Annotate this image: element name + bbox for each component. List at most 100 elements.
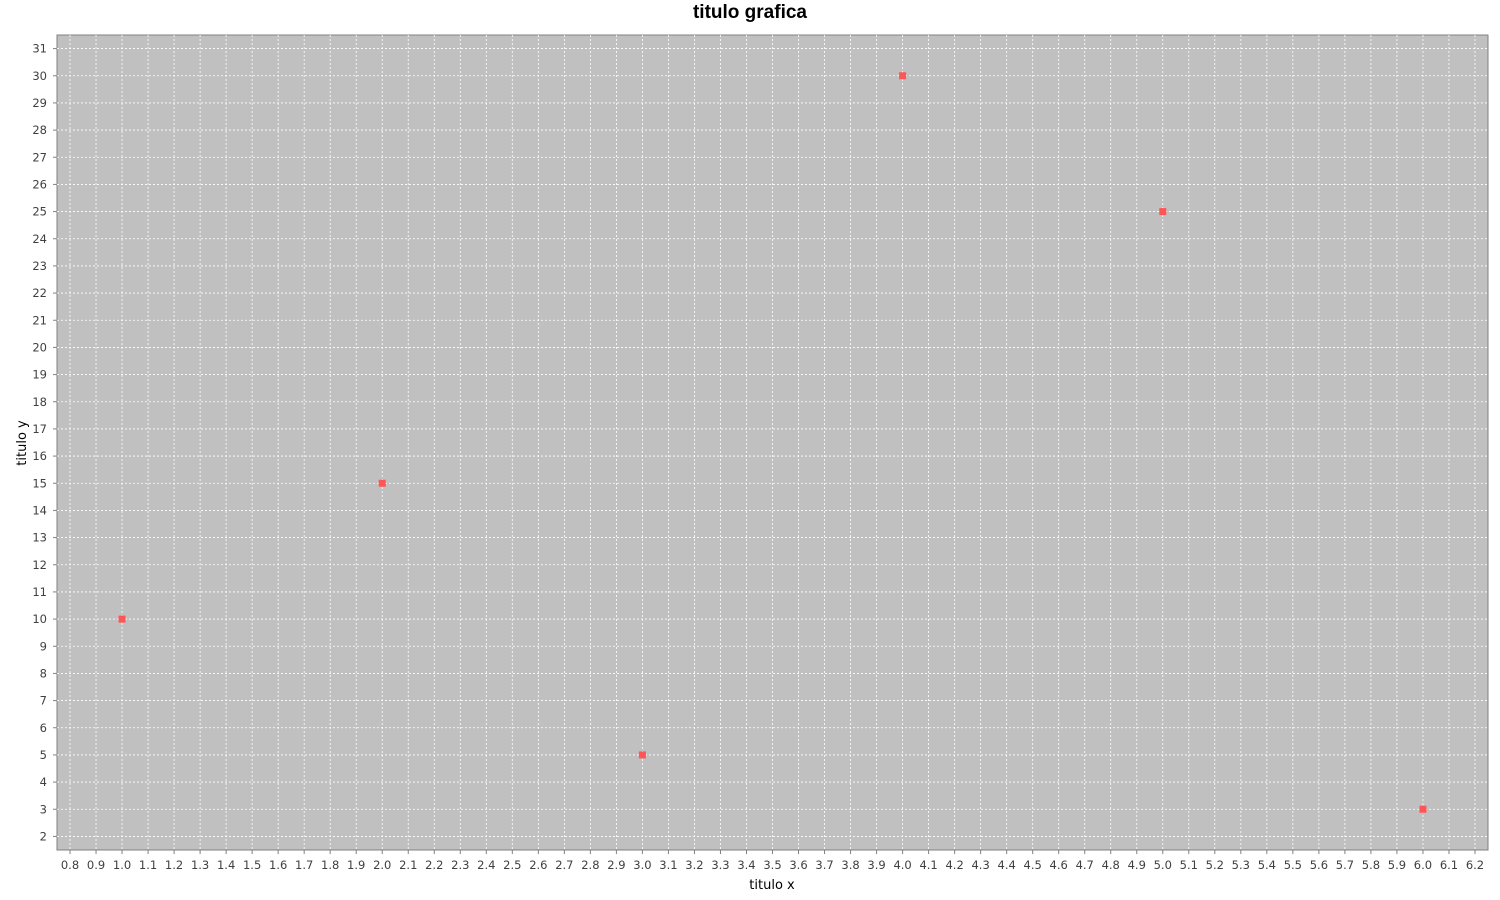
- x-tick-label: 4.6: [1050, 858, 1068, 872]
- x-tick-label: 3.8: [841, 858, 859, 872]
- x-tick-label: 4.9: [1128, 858, 1146, 872]
- x-tick-label: 3.4: [737, 858, 755, 872]
- data-point: [378, 479, 386, 487]
- y-axis-ticks: 2345678910111213141516171819202122232425…: [32, 42, 57, 843]
- y-tick-label: 22: [32, 286, 47, 300]
- y-tick-label: 27: [32, 150, 47, 164]
- x-tick-label: 5.2: [1206, 858, 1224, 872]
- y-tick-label: 28: [32, 123, 47, 137]
- x-tick-label: 1.1: [139, 858, 157, 872]
- data-point: [1159, 208, 1167, 216]
- y-tick-label: 18: [32, 395, 47, 409]
- y-tick-label: 20: [32, 340, 47, 354]
- y-tick-label: 8: [40, 666, 47, 680]
- x-tick-label: 5.7: [1336, 858, 1354, 872]
- y-tick-label: 19: [32, 368, 47, 382]
- y-tick-label: 6: [40, 721, 47, 735]
- x-tick-label: 6.0: [1414, 858, 1432, 872]
- x-tick-label: 4.4: [998, 858, 1016, 872]
- x-tick-label: 2.3: [451, 858, 469, 872]
- x-tick-label: 1.6: [269, 858, 287, 872]
- x-tick-label: 2.5: [503, 858, 521, 872]
- y-tick-label: 10: [32, 612, 47, 626]
- x-tick-label: 3.1: [659, 858, 677, 872]
- y-tick-label: 12: [32, 558, 47, 572]
- y-tick-label: 26: [32, 177, 47, 191]
- x-tick-label: 1.0: [113, 858, 131, 872]
- x-tick-label: 2.4: [477, 858, 495, 872]
- y-tick-label: 25: [32, 205, 47, 219]
- x-tick-label: 3.0: [633, 858, 651, 872]
- x-tick-label: 2.0: [373, 858, 391, 872]
- x-tick-label: 2.1: [399, 858, 417, 872]
- x-tick-label: 5.5: [1284, 858, 1302, 872]
- x-tick-label: 5.9: [1388, 858, 1406, 872]
- data-points: [118, 72, 1427, 813]
- y-tick-label: 2: [40, 829, 47, 843]
- x-tick-label: 4.7: [1076, 858, 1094, 872]
- y-tick-label: 31: [32, 42, 47, 56]
- y-tick-label: 9: [40, 639, 47, 653]
- x-tick-label: 5.6: [1310, 858, 1328, 872]
- x-tick-label: 5.3: [1232, 858, 1250, 872]
- y-tick-label: 30: [32, 69, 47, 83]
- y-tick-label: 23: [32, 259, 47, 273]
- plot-area: [56, 34, 1489, 851]
- x-tick-label: 2.6: [529, 858, 547, 872]
- x-tick-label: 3.9: [867, 858, 885, 872]
- y-tick-label: 4: [40, 775, 47, 789]
- x-tick-label: 3.2: [685, 858, 703, 872]
- x-tick-label: 4.3: [971, 858, 989, 872]
- data-point: [1419, 805, 1427, 813]
- x-tick-label: 0.9: [87, 858, 105, 872]
- x-axis-title: titulo x: [749, 878, 795, 893]
- y-tick-label: 21: [32, 313, 47, 327]
- x-tick-label: 1.9: [347, 858, 365, 872]
- data-point: [638, 751, 646, 759]
- y-tick-label: 29: [32, 96, 47, 110]
- x-tick-label: 4.5: [1024, 858, 1042, 872]
- x-tick-label: 4.2: [945, 858, 963, 872]
- x-tick-label: 3.5: [763, 858, 781, 872]
- x-tick-label: 6.1: [1440, 858, 1458, 872]
- x-tick-label: 1.2: [165, 858, 183, 872]
- x-tick-label: 4.0: [893, 858, 911, 872]
- y-tick-label: 3: [40, 802, 47, 816]
- x-tick-label: 4.8: [1102, 858, 1120, 872]
- x-tick-label: 3.6: [789, 858, 807, 872]
- x-tick-label: 1.4: [217, 858, 235, 872]
- x-tick-label: 1.3: [191, 858, 209, 872]
- x-tick-label: 3.3: [711, 858, 729, 872]
- x-tick-label: 6.2: [1466, 858, 1484, 872]
- grid: [57, 35, 1488, 850]
- y-axis-title: titulo y: [15, 420, 30, 466]
- y-tick-label: 14: [32, 503, 47, 517]
- y-tick-label: 17: [32, 422, 47, 436]
- x-tick-label: 2.7: [555, 858, 573, 872]
- y-tick-label: 15: [32, 476, 47, 490]
- x-tick-label: 3.7: [815, 858, 833, 872]
- x-axis-ticks: 0.8 0.9 1.0 1.1 1.2 1.3 1.4 1.5 1.6 1.7 1.8 1.9 2.0 2…: [61, 850, 1484, 872]
- chart-title: titulo grafica: [692, 2, 807, 23]
- data-point: [118, 615, 126, 623]
- x-tick-label: 0.8: [61, 858, 79, 872]
- x-tick-label: 2.8: [581, 858, 599, 872]
- x-tick-label: 5.0: [1154, 858, 1172, 872]
- x-tick-label: 5.4: [1258, 858, 1276, 872]
- x-tick-label: 1.7: [295, 858, 313, 872]
- x-tick-label: 1.5: [243, 858, 261, 872]
- y-tick-label: 5: [40, 748, 47, 762]
- x-tick-label: 4.1: [919, 858, 937, 872]
- x-tick-label: 5.1: [1180, 858, 1198, 872]
- x-tick-label: 1.8: [321, 858, 339, 872]
- y-tick-label: 13: [32, 531, 47, 545]
- y-tick-label: 11: [32, 585, 47, 599]
- x-tick-label: 2.9: [607, 858, 625, 872]
- data-point: [899, 72, 907, 80]
- y-tick-label: 7: [40, 694, 47, 708]
- x-tick-label: 5.8: [1362, 858, 1380, 872]
- y-tick-label: 24: [32, 232, 47, 246]
- y-tick-label: 16: [32, 449, 47, 463]
- x-tick-label: 2.2: [425, 858, 443, 872]
